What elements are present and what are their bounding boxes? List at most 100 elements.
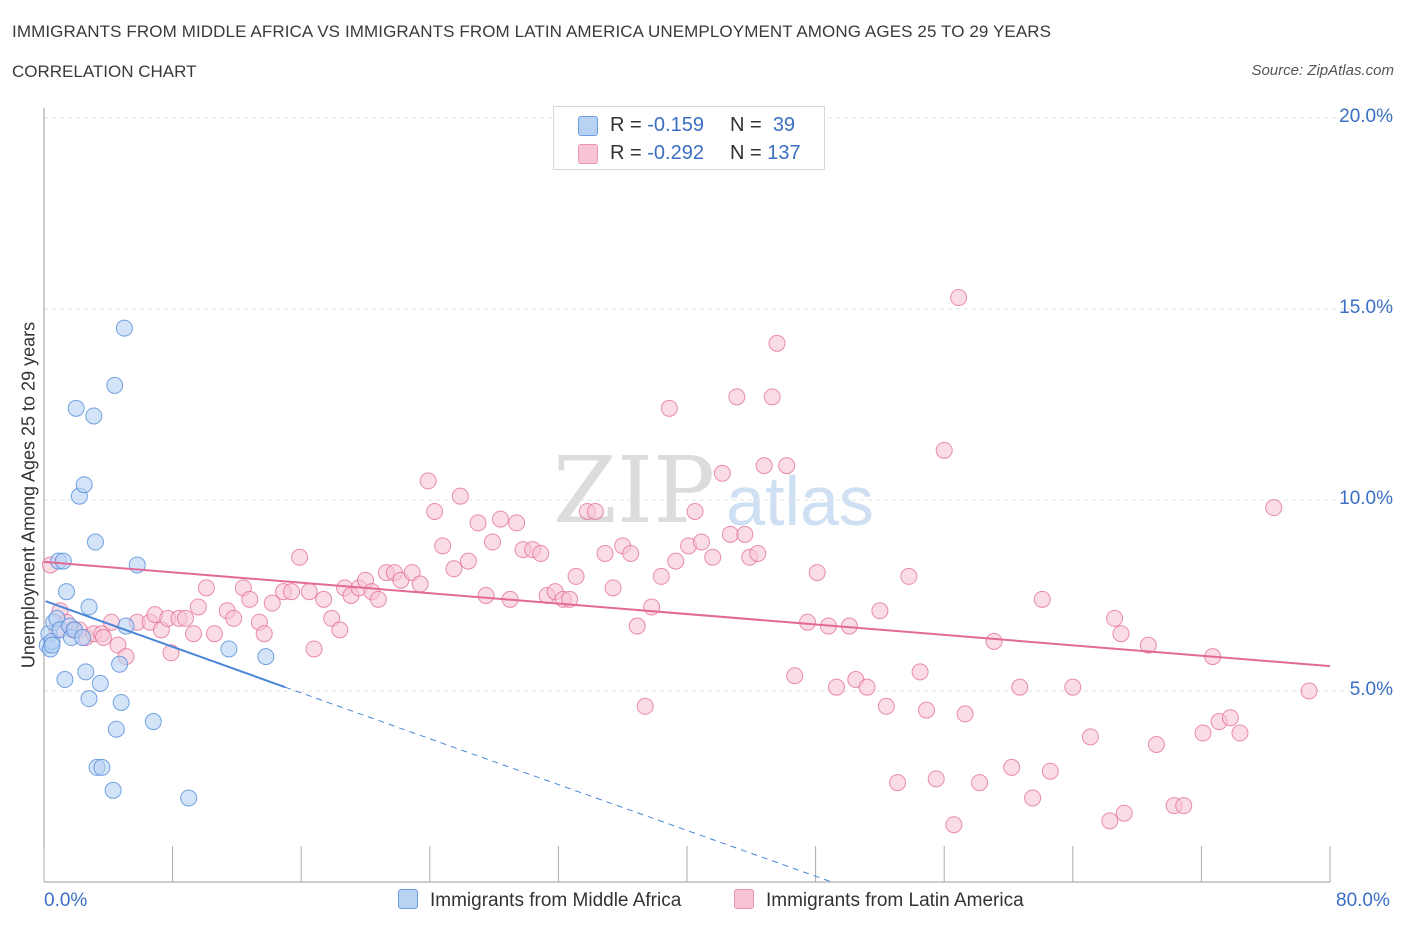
data-point-latin-america	[945, 816, 963, 834]
bottom-legend-middle-africa: Immigrants from Middle Africa	[398, 888, 681, 914]
data-point-latin-america	[721, 525, 739, 543]
data-point-middle-africa	[43, 636, 61, 654]
data-point-latin-america	[315, 590, 333, 608]
data-point-latin-america	[1011, 678, 1029, 696]
legend-swatch-blue	[578, 116, 598, 136]
data-point-latin-america	[1112, 625, 1130, 643]
data-point-latin-america	[636, 697, 654, 715]
data-point-latin-america	[305, 640, 323, 658]
data-point-latin-america	[889, 774, 907, 792]
data-point-latin-america	[483, 533, 501, 551]
data-point-latin-america	[736, 525, 754, 543]
y-tick-label: 5.0%	[1349, 679, 1393, 700]
data-point-latin-america	[176, 609, 194, 627]
data-point-latin-america	[713, 464, 731, 482]
stats-legend: R = -0.159 N = 39 R = -0.292 N = 137	[553, 106, 825, 170]
trendline-extension-middle-africa	[284, 686, 832, 883]
data-point-latin-america	[445, 560, 463, 578]
data-point-middle-africa	[117, 617, 135, 635]
data-point-latin-america	[604, 579, 622, 597]
data-point-middle-africa	[77, 663, 95, 681]
y-tick-label: 20.0%	[1339, 106, 1393, 127]
data-point-latin-america	[459, 552, 477, 570]
data-point-latin-america	[900, 567, 918, 585]
data-point-latin-america	[1231, 724, 1249, 742]
bottom-legend-swatch-blue	[398, 889, 418, 909]
data-point-latin-america	[1106, 609, 1124, 627]
data-point-latin-america	[918, 701, 936, 719]
data-point-latin-america	[728, 388, 746, 406]
x-tick-min: 0.0%	[44, 890, 88, 911]
data-point-latin-america	[749, 544, 767, 562]
legend-r: R = -0.159	[610, 114, 704, 136]
data-point-latin-america	[667, 552, 685, 570]
data-point-latin-america	[411, 575, 429, 593]
data-point-latin-america	[291, 548, 309, 566]
data-point-latin-america	[927, 770, 945, 788]
data-point-latin-america	[763, 388, 781, 406]
data-point-latin-america	[755, 457, 773, 475]
bottom-legend-swatch-pink	[734, 889, 754, 909]
data-point-middle-africa	[180, 789, 198, 807]
data-point-latin-america	[586, 502, 604, 520]
data-point-latin-america	[1300, 682, 1318, 700]
chart-title: IMMIGRANTS FROM MIDDLE AFRICA VS IMMIGRA…	[12, 22, 1052, 41]
legend-swatch-pink	[578, 144, 598, 164]
data-point-middle-africa	[54, 552, 72, 570]
data-point-latin-america	[950, 289, 968, 307]
data-point-latin-america	[255, 625, 273, 643]
data-point-latin-america	[197, 579, 215, 597]
data-point-latin-america	[971, 774, 989, 792]
data-point-latin-america	[1041, 762, 1059, 780]
data-point-latin-america	[778, 457, 796, 475]
y-tick-label: 15.0%	[1339, 297, 1393, 318]
data-point-middle-africa	[80, 690, 98, 708]
data-point-latin-america	[827, 678, 845, 696]
watermark: ZIP atlas	[553, 437, 874, 544]
data-point-latin-america	[1024, 789, 1042, 807]
data-point-latin-america	[622, 544, 640, 562]
trendline-middle-africa	[45, 600, 286, 689]
data-point-latin-america	[858, 678, 876, 696]
data-point-latin-america	[956, 705, 974, 723]
data-point-latin-america	[241, 590, 259, 608]
data-point-middle-africa	[75, 476, 93, 494]
legend-n: N = 39	[730, 114, 796, 136]
data-point-middle-africa	[107, 720, 125, 738]
x-tick-max: 80.0%	[1336, 890, 1390, 911]
data-point-latin-america	[477, 587, 495, 604]
trendline-latin-america	[43, 560, 1331, 668]
data-point-latin-america	[1221, 709, 1239, 727]
data-point-latin-america	[985, 632, 1003, 650]
data-point-middle-africa	[257, 648, 275, 666]
data-point-latin-america	[1101, 812, 1119, 830]
data-point-middle-africa	[112, 693, 130, 711]
data-point-latin-america	[369, 590, 387, 608]
data-point-latin-america	[1175, 797, 1193, 815]
bottom-legend-latin-america: Immigrants from Latin America	[734, 888, 1024, 914]
data-point-latin-america	[660, 399, 678, 417]
data-point-latin-america	[184, 625, 202, 643]
data-point-middle-africa	[56, 671, 74, 689]
data-point-latin-america	[1003, 758, 1021, 776]
data-point-latin-america	[596, 544, 614, 562]
data-point-latin-america	[263, 594, 281, 612]
data-point-latin-america	[1081, 728, 1099, 746]
data-point-latin-america	[1194, 724, 1212, 742]
data-point-latin-america	[434, 537, 452, 555]
data-point-latin-america	[225, 609, 243, 627]
data-point-latin-america	[652, 567, 670, 585]
legend-n: N = 137	[730, 142, 801, 164]
data-point-latin-america	[808, 564, 826, 582]
data-point-middle-africa	[86, 533, 104, 551]
y-axis-label: Unemployment Among Ages 25 to 29 years	[18, 321, 39, 669]
data-point-latin-america	[567, 567, 585, 585]
data-point-latin-america	[1115, 804, 1133, 822]
data-point-latin-america	[692, 533, 710, 551]
data-point-latin-america	[283, 583, 301, 601]
chart-subtitle: CORRELATION CHART	[12, 62, 197, 81]
data-point-latin-america	[419, 472, 437, 490]
data-point-latin-america	[469, 514, 487, 532]
data-point-middle-africa	[74, 629, 92, 647]
